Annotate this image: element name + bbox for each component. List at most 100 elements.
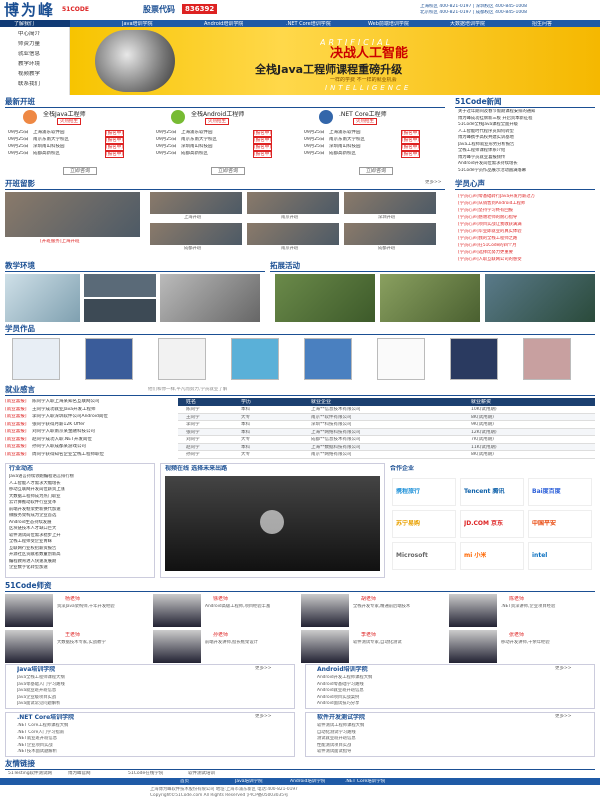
teacher-desc: 移动开发讲师,十余年经验: [501, 640, 550, 645]
sidebar-link[interactable]: 就业信息: [18, 51, 41, 57]
school-item[interactable]: 测试就业班开班信息: [317, 736, 356, 741]
consult-button[interactable]: 立即咨询: [211, 167, 246, 175]
more-link[interactable]: 更多>>: [255, 714, 272, 719]
sidebar-link[interactable]: 教学环境: [18, 61, 41, 67]
nav-link[interactable]: 了解我们: [14, 21, 35, 27]
industry-item[interactable]: 区块链技术人才缺口巨大: [9, 526, 57, 531]
more-link[interactable]: 更多>>: [255, 666, 272, 671]
industry-item[interactable]: 云计算推动软件行业变革: [9, 500, 57, 505]
industry-item[interactable]: 企业数字化转型加速: [9, 565, 48, 570]
voice-item[interactable]: [学员心声]零基础转行Java开发月薪过万: [458, 194, 535, 199]
industry-item[interactable]: Java语言持续领跑编程语言排行榜: [9, 474, 74, 479]
news-item[interactable]: 博为峰携手高校共建实训基地: [458, 135, 514, 140]
sidebar-link[interactable]: 师资力量: [18, 41, 41, 47]
friend-link[interactable]: 博为峰官网: [68, 771, 91, 776]
voice-item[interactable]: [学员心声]项目实战让我收获满满: [458, 222, 522, 227]
school-item[interactable]: 软件测试工程师课程大纲: [317, 723, 365, 728]
industry-item[interactable]: 前端开发框架更新换代加速: [9, 506, 61, 512]
employment-item[interactable]: 孙同学入职成都某游戏公司: [32, 444, 86, 449]
employment-item[interactable]: 赵同学成功入职.NET开发岗位: [32, 436, 92, 442]
school-item[interactable]: Android零基础学习路线: [317, 681, 364, 687]
footer-link[interactable]: Android培训学院: [290, 779, 326, 784]
voice-item[interactable]: [学员心声]我的全栈工程师之路: [458, 236, 518, 241]
nav-link[interactable]: Android培训学院: [204, 21, 244, 27]
school-item[interactable]: 性能测试项目实战: [317, 742, 352, 748]
news-item[interactable]: 51Code全栈Java课程全面升级: [458, 122, 518, 127]
nav-link[interactable]: 招生问答: [532, 21, 553, 27]
nav-link[interactable]: Web前端培训学院: [368, 21, 409, 27]
industry-item[interactable]: 大数据工程师成为热门职业: [9, 493, 61, 499]
play-button[interactable]: [260, 510, 284, 534]
sidebar-link[interactable]: 视频教学: [18, 71, 41, 77]
school-item[interactable]: .NET技术面试题解析: [17, 749, 57, 754]
friend-link[interactable]: 51Testing软件测试网: [8, 771, 53, 776]
school-item[interactable]: .NET就业班开班信息: [17, 736, 57, 741]
school-item[interactable]: Java零基础入门学习路线: [17, 681, 65, 687]
nav-link[interactable]: 大数据培训学院: [450, 21, 486, 27]
more-link[interactable]: 更多>>: [425, 180, 442, 185]
school-item[interactable]: Android开发工程师课程大纲: [317, 675, 373, 680]
consult-button[interactable]: 立即咨询: [63, 167, 98, 175]
footer-link[interactable]: .NET Core培训学院: [345, 779, 386, 784]
nav-link[interactable]: Java培训学院: [122, 21, 153, 27]
consult-button[interactable]: 立即咨询: [359, 167, 394, 175]
school-item[interactable]: 软件测试面试指导: [317, 749, 352, 754]
photo: [5, 192, 140, 237]
voice-item[interactable]: [学员心声]从销售到Android工程师: [458, 201, 526, 206]
school-item[interactable]: 自动化测试学习路线: [317, 729, 356, 735]
news-item[interactable]: 博为峰学员就业喜报频传: [458, 154, 506, 160]
voice-item[interactable]: [学员心声]入职互联网公司的感受: [458, 257, 522, 262]
sidebar-link[interactable]: 中心简介: [18, 31, 41, 37]
voice-item[interactable]: [学员心声]在51Code的四个月: [458, 243, 517, 248]
industry-item[interactable]: 开源社区贡献者数量创新高: [9, 552, 61, 557]
more-link[interactable]: 更多>>: [555, 666, 572, 671]
nav-link[interactable]: .NET Core培训学院: [286, 21, 331, 27]
friend-link[interactable]: 软件测试培训: [188, 771, 215, 776]
voice-item[interactable]: [学员心声]毕业即就业的真实体验: [458, 229, 522, 234]
news-item[interactable]: 关于过年期间及春节假期课程安排的通知: [458, 109, 536, 114]
employment-item[interactable]: 王同学成功就业Java开发工程师: [32, 406, 96, 412]
friend-link[interactable]: 51Code在线学院: [128, 771, 164, 776]
more-link[interactable]: 更多>>: [555, 714, 572, 719]
table-header: 就业企业: [311, 399, 332, 405]
stock-label: 股票代码: [143, 5, 175, 14]
sidebar-link[interactable]: 联系我们: [18, 81, 41, 87]
class-date: 09月25日: [8, 130, 29, 135]
employment-item[interactable]: 张同学获得月薪12K Offer: [32, 421, 85, 427]
footer-link[interactable]: 首页: [180, 779, 189, 784]
employment-item[interactable]: 李同学入职深圳软件公司Android岗位: [32, 414, 108, 419]
industry-item[interactable]: 人工智能人才需求大幅增长: [9, 480, 61, 486]
school-item[interactable]: Android项目实战案例: [317, 694, 360, 700]
school-item[interactable]: Java面试常见问题解析: [17, 701, 61, 706]
school-item[interactable]: Java就业班开班信息: [17, 688, 57, 693]
industry-item[interactable]: 互联网行业校招薪资报告: [9, 545, 57, 551]
school-item[interactable]: .NET Core入门学习指南: [17, 729, 65, 735]
industry-item[interactable]: 软件测试岗位需求稳步上升: [9, 532, 61, 538]
school-item[interactable]: Android面试技巧分享: [317, 701, 360, 706]
news-item[interactable]: 全栈工程师课程体系介绍: [458, 148, 506, 153]
voice-item[interactable]: [学员心声]坚持学习终有回报: [458, 208, 513, 213]
school-item[interactable]: Java企业级项目实战: [17, 694, 57, 700]
employment-item[interactable]: 刘同学入职南京某金融科技公司: [32, 429, 95, 434]
table-cell: 10K(试用期): [471, 407, 497, 412]
school-item[interactable]: .NET企业项目实战: [17, 742, 53, 748]
school-item[interactable]: Android就业班开班信息: [317, 688, 364, 693]
news-item[interactable]: 人工智能时代程序员如何转型: [458, 128, 514, 134]
industry-item[interactable]: Android生态持续发展: [9, 519, 52, 525]
news-item[interactable]: 博为峰成功挂牌新三板 开启资本新征程: [458, 115, 533, 121]
employment-item[interactable]: 周同学获得知名企业全栈工程师职位: [32, 451, 104, 457]
voice-item[interactable]: [学员心声]感谢老师的耐心指导: [458, 215, 518, 220]
school-item[interactable]: Java全栈工程师课程大纲: [17, 675, 65, 680]
news-item[interactable]: Java工程师就业形势分析报告: [458, 141, 515, 147]
news-item[interactable]: 51Code学员作品展示活动圆满落幕: [458, 167, 527, 173]
logo-sub: 51CODE: [62, 6, 89, 13]
employment-item[interactable]: 陈同学入职上海某知名互联网公司: [32, 399, 100, 404]
news-item[interactable]: Android开发岗位需求持续增长: [458, 161, 518, 166]
voice-item[interactable]: [学员心声]选择比努力更重要: [458, 250, 513, 255]
industry-item[interactable]: 微服务架构成为企业首选: [9, 513, 57, 518]
industry-item[interactable]: 移动互联网开发岗位薪资上涨: [9, 487, 65, 492]
school-item[interactable]: .NET Core工程师课程大纲: [17, 723, 69, 728]
footer-link[interactable]: Java培训学院: [235, 779, 263, 784]
industry-item[interactable]: 全栈工程师受企业青睐: [9, 539, 52, 544]
industry-item[interactable]: 编程教育进入快速发展期: [9, 558, 57, 564]
